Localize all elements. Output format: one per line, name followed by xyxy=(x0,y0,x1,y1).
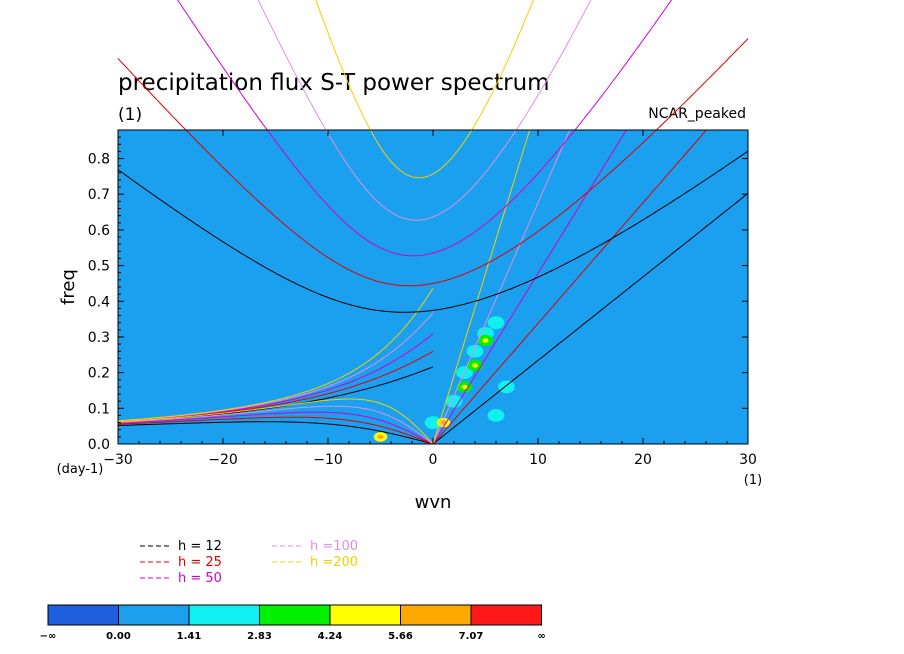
x-tick-label: −30 xyxy=(103,452,133,468)
x-tick-label: 0 xyxy=(429,452,438,468)
heatmap-cell xyxy=(528,240,548,255)
y-tick-label: 0.8 xyxy=(88,152,110,168)
heatmap-cell xyxy=(476,393,495,409)
chart-subtitle-left: (1) xyxy=(118,105,142,125)
heatmap-cell xyxy=(297,179,317,195)
legend-label: h = 50 xyxy=(178,571,222,586)
dispersion-curves-above xyxy=(117,0,749,313)
kelvin-wave-curve xyxy=(432,130,571,444)
rossby-wave-curve xyxy=(118,405,434,444)
x-axis-label: wvn xyxy=(415,492,452,513)
heatmap-cell xyxy=(507,269,527,284)
x-tick-label: −20 xyxy=(208,452,238,468)
y-axis-label: freq xyxy=(58,269,79,305)
heatmap-cell xyxy=(560,194,579,209)
y-tick-label: 0.4 xyxy=(88,294,110,310)
kelvin-wave-curve xyxy=(432,192,748,444)
kelvin-wave-curve xyxy=(432,130,627,444)
x-tick-label: 10 xyxy=(529,452,547,468)
heatmap-cell-core xyxy=(472,363,478,368)
heatmap-cell xyxy=(612,329,632,345)
chart-title: precipitation flux S-T power spectrum xyxy=(118,70,550,96)
rossby-wave-curve xyxy=(118,411,434,444)
legend-label: h = 25 xyxy=(178,555,222,570)
heatmap-cell xyxy=(581,151,600,166)
y-tick-label: 0.3 xyxy=(88,330,110,346)
heatmap-cell xyxy=(455,408,474,423)
heatmap-cell xyxy=(350,229,369,245)
heatmap-cell xyxy=(570,172,590,188)
y-axis: 0.0 0.1 0.2 0.3 0.4 0.5 0.6 0.7 0.8 xyxy=(88,136,748,453)
heatmap-cell xyxy=(213,347,233,362)
colorbar-label: −∞ xyxy=(40,631,57,642)
heatmap-cell xyxy=(498,380,515,394)
dispersion-curves-inside xyxy=(118,130,748,444)
colorbar-label: 5.66 xyxy=(388,631,413,642)
colorbar-label: 2.83 xyxy=(247,631,272,642)
legend-label: h = 12 xyxy=(178,539,222,554)
kelvin-wave-curve xyxy=(432,130,708,444)
x-tick-label: 30 xyxy=(739,452,757,468)
heatmap-cell xyxy=(424,416,442,429)
x-tick-label: −10 xyxy=(313,452,343,468)
rossby-wave-curve xyxy=(118,421,434,444)
colorbar-swatch xyxy=(329,604,401,626)
inertio-gravity-curve xyxy=(117,150,749,313)
heatmap-cell xyxy=(497,286,516,302)
mixed-rossby-gravity-curve xyxy=(118,287,434,422)
y-tick-label: 0.1 xyxy=(88,401,110,417)
heatmap-cell xyxy=(423,137,443,152)
heatmap-cell xyxy=(686,215,705,230)
colorbar-swatch xyxy=(118,604,190,626)
heatmap-cell xyxy=(487,316,505,330)
heatmap-cell-core xyxy=(482,338,489,343)
colorbar-swatch xyxy=(47,604,119,626)
heatmap-cell xyxy=(633,265,653,280)
x-axis: −30 −20 −10 0 10 20 30 xyxy=(103,130,757,468)
heatmap-cell xyxy=(318,422,338,437)
heatmap-cell-core xyxy=(461,384,468,390)
colorbar-label: 7.07 xyxy=(459,631,484,642)
heatmap-cell xyxy=(539,222,558,238)
heatmap-cell xyxy=(518,251,537,266)
x-axis-unit: (1) xyxy=(744,473,762,488)
inertio-gravity-curve xyxy=(257,0,592,221)
colorbar-label: 1.41 xyxy=(177,631,202,642)
chart-subtitle-right: NCAR_peaked xyxy=(648,106,746,122)
heatmap-cell xyxy=(423,151,443,166)
colorbar-label: 4.24 xyxy=(318,631,343,642)
colorbar-label: ∞ xyxy=(537,631,545,642)
y-tick-label: 0.5 xyxy=(88,259,110,275)
heatmap-cell xyxy=(497,365,516,380)
heatmap-cell-core xyxy=(377,434,384,440)
colorbar-label: 0.00 xyxy=(106,631,131,642)
colorbar-swatch xyxy=(470,604,542,626)
legend-label: h =100 xyxy=(310,539,358,554)
colorbar: −∞ 0.00 1.41 2.83 4.24 5.66 7.07 ∞ xyxy=(40,604,546,642)
y-tick-label: 0.6 xyxy=(88,223,110,239)
y-tick-label: 0.7 xyxy=(88,187,110,203)
colorbar-swatch xyxy=(188,604,260,626)
heatmap-cell xyxy=(487,409,505,422)
kelvin-wave-curve xyxy=(432,130,531,444)
plot-background xyxy=(118,130,748,444)
heatmap-cell xyxy=(466,344,484,358)
heatmap-cell xyxy=(486,301,506,316)
inertio-gravity-curve xyxy=(117,38,749,287)
rossby-wave-curve xyxy=(118,398,434,444)
colorbar-swatch xyxy=(259,604,331,626)
y-axis-unit: (day-1) xyxy=(57,462,104,477)
rossby-wave-curve xyxy=(118,416,434,444)
inertio-gravity-curve xyxy=(177,0,673,257)
y-tick-label: 0.0 xyxy=(88,437,110,453)
x-tick-label: 20 xyxy=(634,452,652,468)
y-tick-label: 0.2 xyxy=(88,366,110,382)
inertio-gravity-curve xyxy=(315,0,534,179)
legend-label: h =200 xyxy=(310,555,358,570)
colorbar-swatch xyxy=(400,604,472,626)
